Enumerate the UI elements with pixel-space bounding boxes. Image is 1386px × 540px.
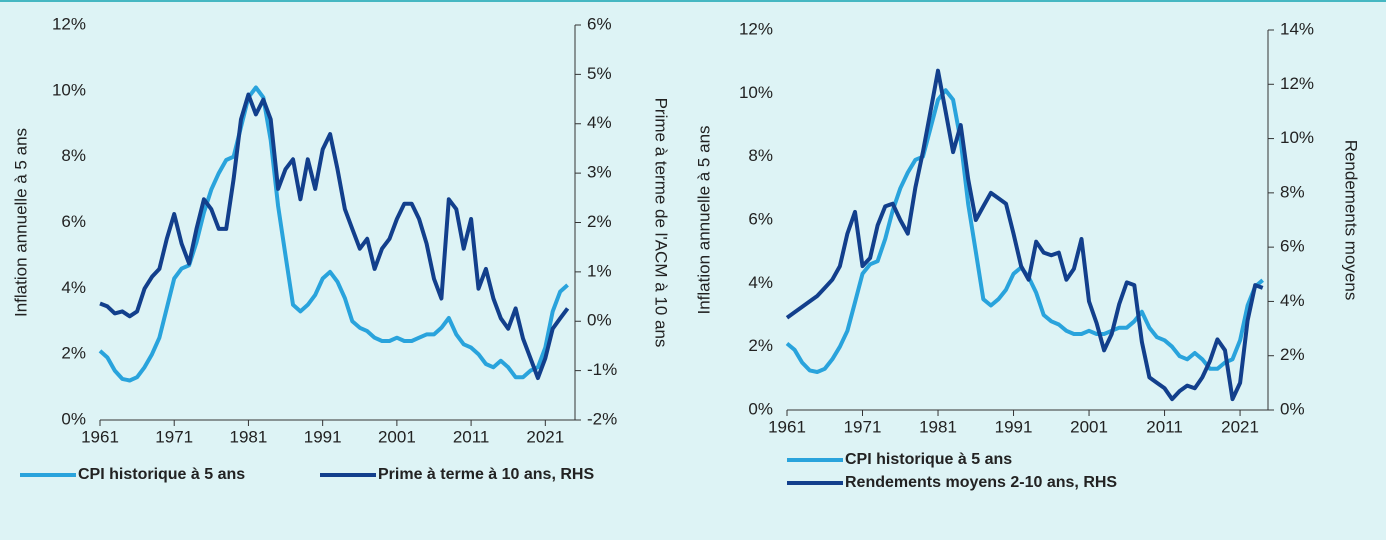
y-tick-label: 6% (61, 212, 86, 231)
y-tick-label: 8% (61, 146, 86, 165)
x-tick-label: 1961 (768, 417, 806, 436)
y-tick-label: 6% (748, 209, 773, 228)
x-tick-label: 2011 (453, 427, 490, 446)
y2-tick-label: 14% (1280, 19, 1314, 38)
legend-label: Prime à terme à 10 ans, RHS (378, 466, 594, 483)
y-tick-label: 12% (739, 19, 773, 38)
y2-tick-label: 1% (587, 261, 612, 280)
x-tick-label: 1981 (230, 427, 268, 446)
y-tick-label: 10% (52, 80, 86, 99)
y-tick-label: 8% (748, 146, 773, 165)
y2-tick-label: 4% (1280, 291, 1305, 310)
y-tick-label: 0% (748, 399, 773, 418)
y-axis-title: Inflation annuelle à 5 ans (11, 128, 30, 317)
x-tick-label: 2011 (1146, 417, 1183, 436)
x-tick-label: 2001 (1070, 417, 1108, 436)
y2-tick-label: -1% (587, 360, 617, 379)
y2-tick-label: 8% (1280, 182, 1305, 201)
x-tick-label: 1981 (919, 417, 957, 436)
x-tick-label: 2021 (1221, 417, 1259, 436)
y2-axis-title: Prime à terme de l'ACM à 10 ans (652, 98, 671, 348)
y2-tick-label: 6% (1280, 237, 1305, 256)
y2-tick-label: 2% (1280, 345, 1305, 364)
y-tick-label: 2% (61, 344, 86, 363)
y2-tick-label: 12% (1280, 74, 1314, 93)
x-tick-label: 1991 (995, 417, 1033, 436)
y-tick-label: 4% (748, 273, 773, 292)
series-line (99, 92, 570, 380)
y-tick-label: 4% (61, 278, 86, 297)
x-tick-label: 2021 (526, 427, 564, 446)
x-tick-label: 1991 (304, 427, 342, 446)
series-line (785, 68, 1264, 402)
y2-tick-label: 10% (1280, 128, 1314, 147)
y2-tick-label: 3% (587, 163, 612, 182)
y-tick-label: 12% (52, 14, 86, 33)
y2-axis-title: Rendements moyens (1342, 140, 1361, 301)
x-tick-label: 1971 (844, 417, 882, 436)
y-tick-label: 10% (739, 83, 773, 102)
y2-tick-label: 0% (587, 311, 612, 330)
y-tick-label: 0% (61, 409, 86, 428)
x-tick-label: 2001 (378, 427, 416, 446)
y2-tick-label: 6% (587, 14, 612, 33)
y2-tick-label: 4% (587, 113, 612, 132)
y2-tick-label: 2% (587, 212, 612, 231)
x-tick-label: 1961 (81, 427, 119, 446)
y2-tick-label: -2% (587, 409, 617, 428)
y2-tick-label: 0% (1280, 399, 1305, 418)
legend-label: Rendements moyens 2-10 ans, RHS (845, 474, 1117, 491)
y-axis-title: Inflation annuelle à 5 ans (694, 125, 713, 314)
y-tick-label: 2% (748, 336, 773, 355)
series-line (98, 85, 569, 383)
y2-tick-label: 5% (587, 64, 612, 83)
legend-label: CPI historique à 5 ans (845, 451, 1012, 468)
legend-label: CPI historique à 5 ans (78, 466, 245, 483)
x-tick-label: 1971 (155, 427, 193, 446)
